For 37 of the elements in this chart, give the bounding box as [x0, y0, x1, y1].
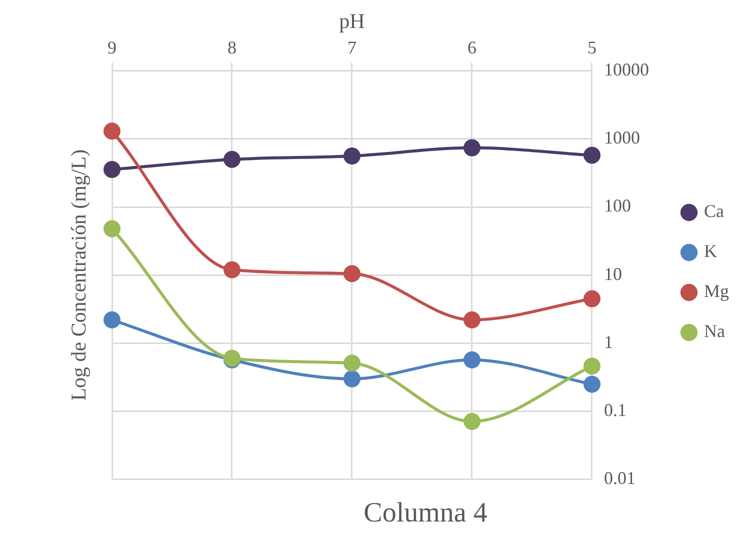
point	[104, 220, 120, 238]
x-tick-label: 8	[228, 38, 236, 58]
point	[104, 161, 120, 178]
legend-label: Na	[704, 321, 725, 342]
y-tick-label: 1	[604, 332, 613, 352]
legend-label: K	[704, 241, 717, 262]
point	[344, 265, 360, 282]
point	[104, 122, 120, 140]
point	[104, 311, 120, 328]
y-tick-label: 0.1	[604, 400, 626, 420]
y-tick-label: 10000	[604, 60, 649, 80]
y-axis-title: Log de Concentración (mg/L)	[66, 149, 91, 401]
point	[463, 412, 480, 430]
y-tick-label: 10	[604, 264, 622, 284]
point	[224, 150, 240, 168]
point	[583, 358, 600, 375]
point	[344, 148, 360, 165]
point	[583, 290, 600, 308]
x-tick-label: 6	[467, 38, 476, 58]
point	[344, 370, 360, 388]
legend-label: Mg	[704, 281, 730, 302]
point	[463, 139, 480, 156]
x-tick-label: 5	[587, 38, 596, 58]
y-tick-label: 100	[604, 196, 631, 216]
point	[583, 146, 600, 164]
x-axis-title: pH	[339, 9, 365, 34]
point	[463, 311, 480, 328]
text: Columna 4	[364, 498, 488, 529]
y-tick-label: 0.01	[604, 468, 636, 488]
point	[463, 351, 480, 368]
x-tick-label: 7	[348, 38, 356, 58]
point	[344, 354, 360, 372]
point	[224, 261, 240, 278]
legend-label: Ca	[704, 201, 724, 222]
x-tick-label: 9	[108, 38, 116, 58]
y-tick-label: 1000	[604, 128, 640, 148]
point	[583, 376, 600, 393]
